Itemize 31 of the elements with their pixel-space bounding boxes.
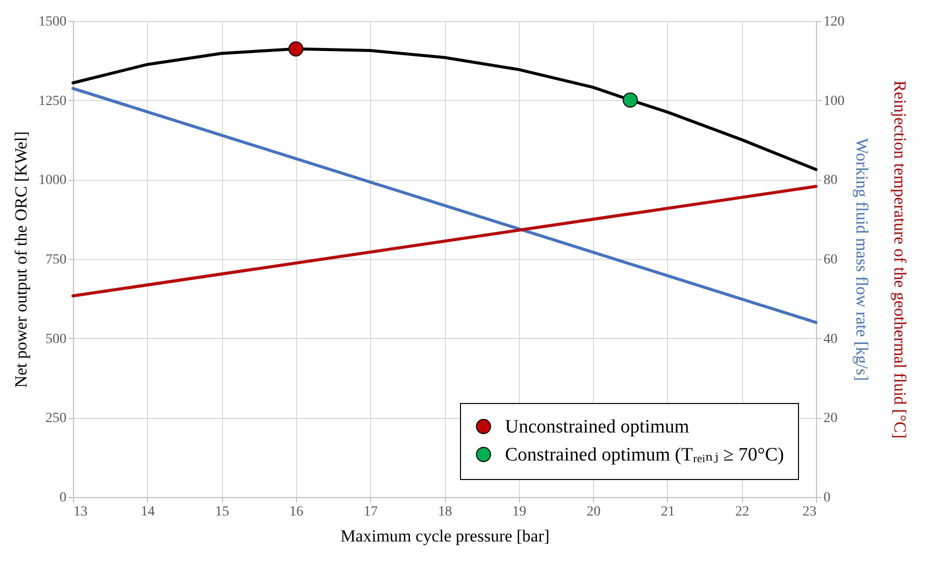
y-tick-label: 1250 <box>38 94 66 109</box>
x-tick-label: 16 <box>289 504 304 520</box>
y2-tick-label: 100 <box>824 94 844 109</box>
x-tick-label: 20 <box>586 504 601 520</box>
y2-tick-label: 80 <box>824 173 838 188</box>
x-tick-label: 23 <box>802 504 816 520</box>
x-tick-label: 15 <box>215 504 230 520</box>
legend-label: Unconstrained optimum <box>505 416 690 438</box>
y-tick-label: 500 <box>46 332 66 347</box>
x-tick-label: 21 <box>660 504 675 520</box>
x-tick-label: 18 <box>438 504 452 520</box>
legend-label: Constrained optimum (Tᵣₑᵢₙⱼ ≥ 70°C) <box>505 444 784 466</box>
y-tick-label: 250 <box>46 411 66 426</box>
text: Reinjection temperature of the geothermal fluid [°C] <box>890 80 910 439</box>
y2-tick-label: 60 <box>824 252 838 268</box>
y2-tick-label: 40 <box>824 332 838 347</box>
y-tick-label: 1000 <box>38 173 66 188</box>
x-tick-label: 19 <box>512 504 526 520</box>
x-tick-label: 17 <box>364 504 378 520</box>
y2-axis-title: Working fluid mass flow rate [kg/s] <box>852 138 872 381</box>
y-tick-label: 1500 <box>38 14 66 30</box>
x-tick-label: 13 <box>74 504 88 520</box>
y-tick-label: 0 <box>60 490 66 506</box>
y2-tick-label: 20 <box>824 411 838 426</box>
x-tick-label: 14 <box>140 504 155 520</box>
y2-tick-label: 0 <box>824 490 830 506</box>
y2-tick-label: 120 <box>824 14 844 30</box>
x-tick-label: 22 <box>735 504 750 520</box>
y-axis-title: Net power output of the ORC [KWel] <box>12 131 30 388</box>
y-tick-label: 750 <box>46 252 66 268</box>
x-axis-title: Maximum cycle pressure [bar] <box>340 526 550 546</box>
